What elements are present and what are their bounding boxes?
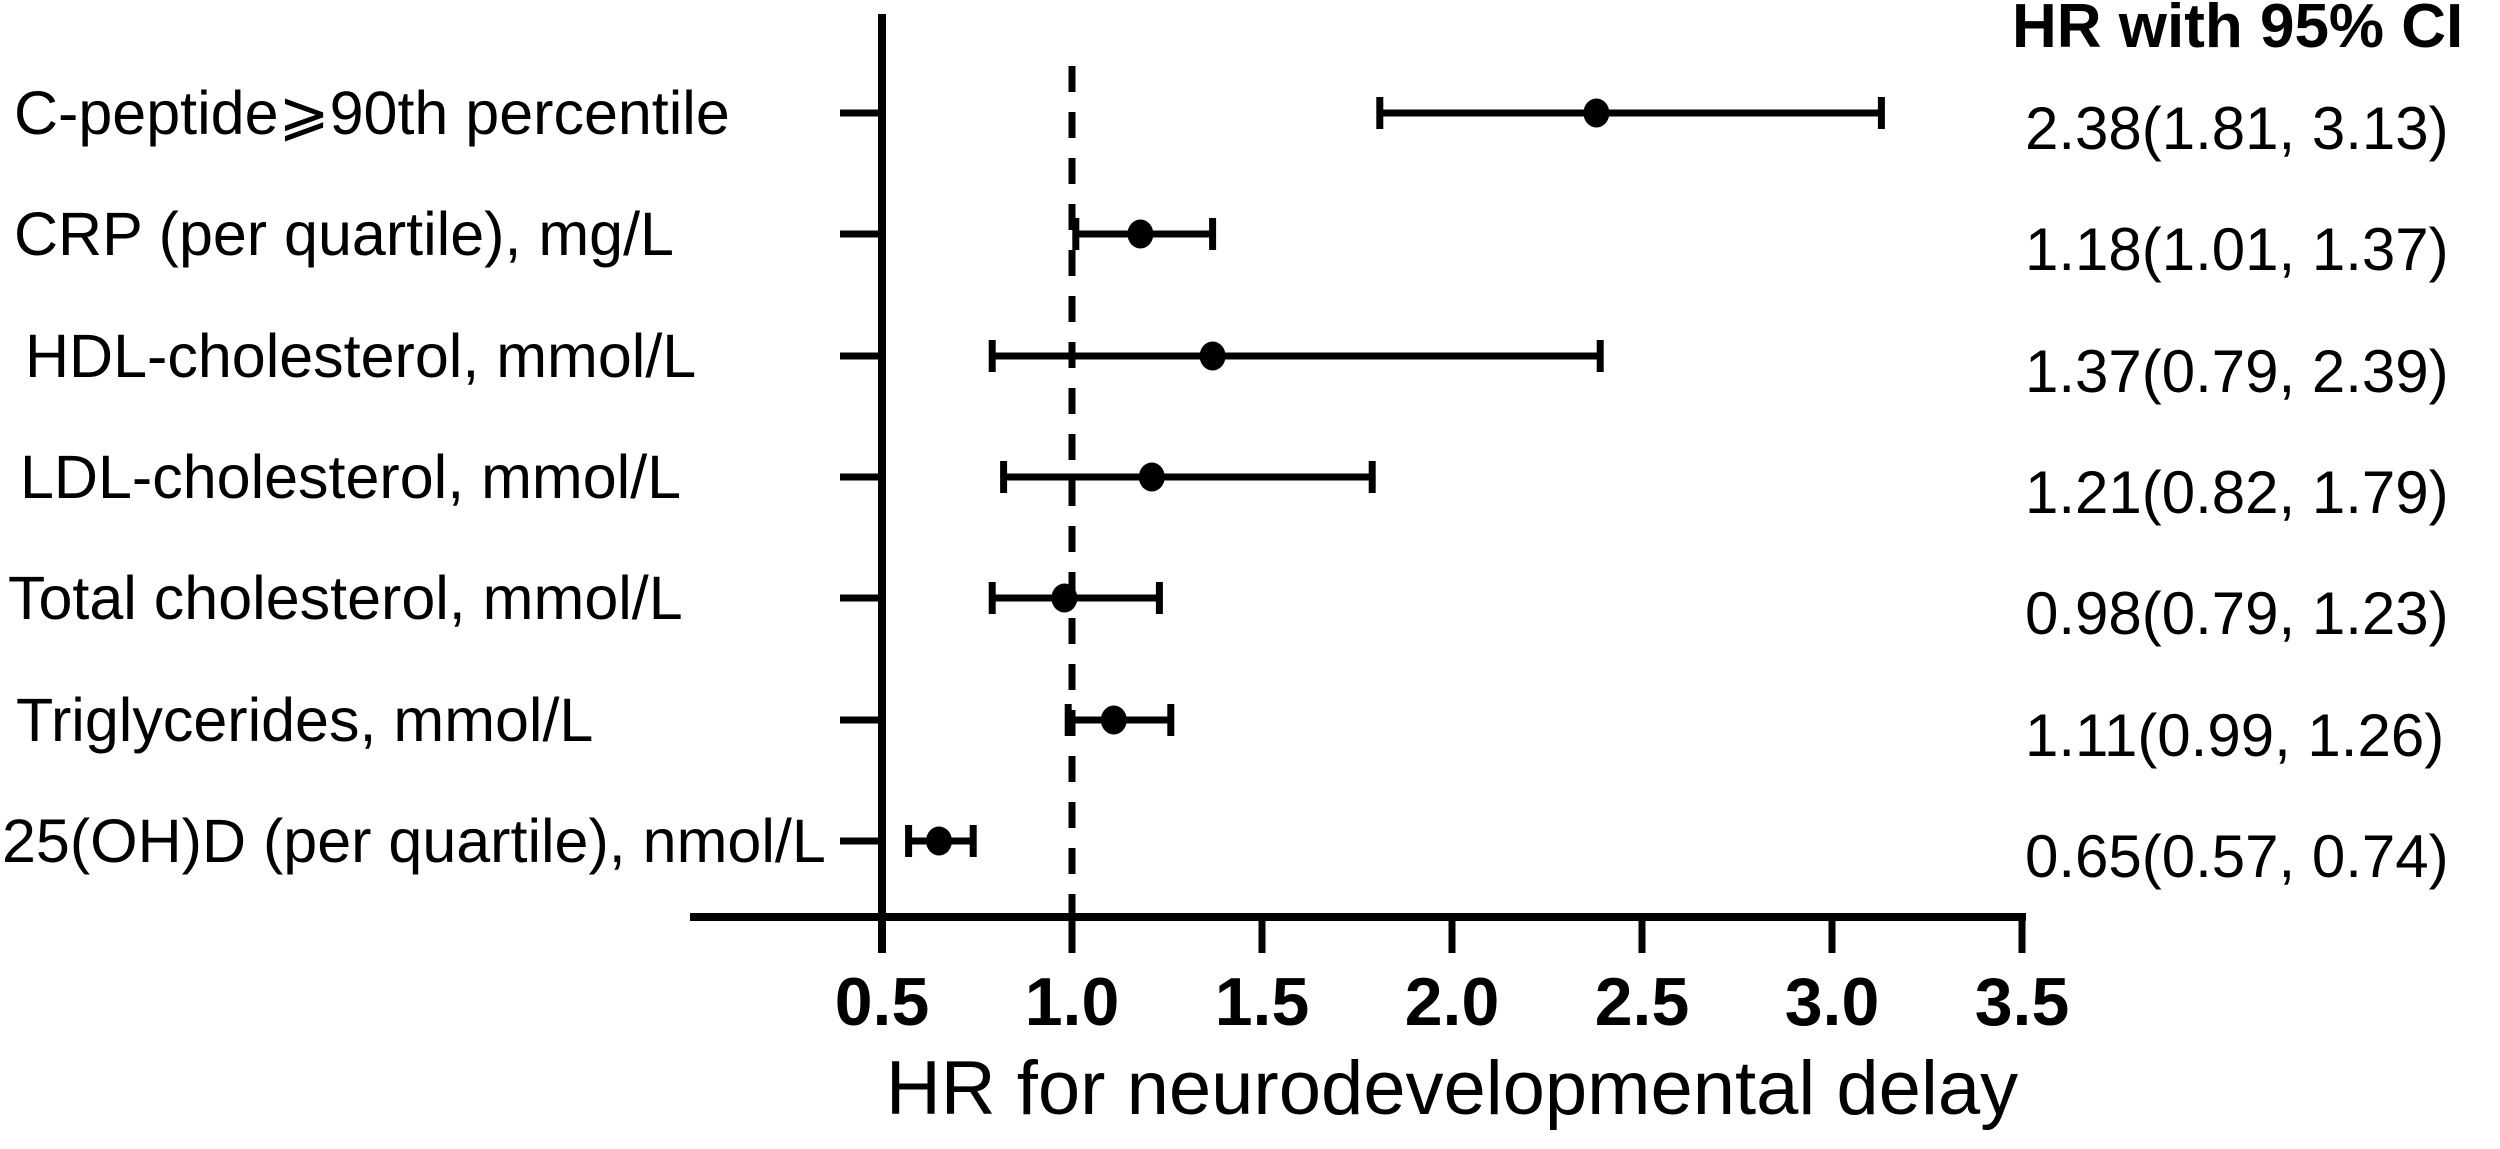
- hr-point-dot: [1583, 98, 1610, 128]
- row-label: Total cholesterol, mmol/L: [8, 564, 683, 632]
- error-bar: [1000, 461, 1376, 493]
- hr-ci-value: 1.18(1.01, 1.37): [2025, 216, 2449, 283]
- x-tick-label: 3.0: [1784, 964, 1880, 1040]
- row-label: Triglycerides, mmol/L: [16, 686, 594, 754]
- hr-point-dot: [1127, 219, 1154, 249]
- error-bar: [988, 582, 1163, 614]
- right-column-header: HR with 95% CI: [2012, 0, 2464, 61]
- error-bar: [1064, 704, 1175, 736]
- row-label: C-peptide⩾90th percentile: [14, 79, 730, 147]
- row-label: HDL-cholesterol, mmol/L: [25, 322, 697, 390]
- hr-ci-value: 0.98(0.79, 1.23): [2025, 580, 2449, 647]
- hr-ci-value: 2.38(1.81, 3.13): [2025, 95, 2449, 162]
- row-label: CRP (per quartile), mg/L: [14, 200, 674, 268]
- hr-ci-value: 1.21(0.82, 1.79): [2025, 459, 2449, 526]
- row-label: LDL-cholesterol, mmol/L: [20, 443, 682, 511]
- error-bar: [1072, 218, 1217, 250]
- row-label: 25(OH)D (per quartile), nmol/L: [2, 807, 826, 875]
- error-bar: [905, 825, 977, 857]
- hr-ci-value: 1.11(0.99, 1.26): [2025, 702, 2445, 769]
- hr-ci-value: 0.65(0.57, 0.74): [2025, 823, 2449, 890]
- hr-point-dot: [1199, 341, 1226, 371]
- hr-point-dot: [1100, 705, 1127, 735]
- x-tick-label: 1.0: [1024, 964, 1120, 1040]
- error-bar: [1376, 97, 1885, 129]
- x-axis-title: HR for neurodevelopmental delay: [885, 1046, 2019, 1131]
- error-bar: [988, 340, 1604, 372]
- x-tick-label: 1.5: [1214, 964, 1310, 1040]
- x-tick-label: 2.0: [1404, 964, 1500, 1040]
- x-tick-label: 2.5: [1594, 964, 1690, 1040]
- hr-point-dot: [1138, 462, 1165, 492]
- hr-point-dot: [926, 826, 952, 856]
- hr-ci-value: 1.37(0.79, 2.39): [2025, 338, 2449, 405]
- hr-point-dot: [1051, 583, 1078, 613]
- x-tick-label: 3.5: [1974, 964, 2070, 1040]
- x-tick-label: 0.5: [834, 964, 930, 1040]
